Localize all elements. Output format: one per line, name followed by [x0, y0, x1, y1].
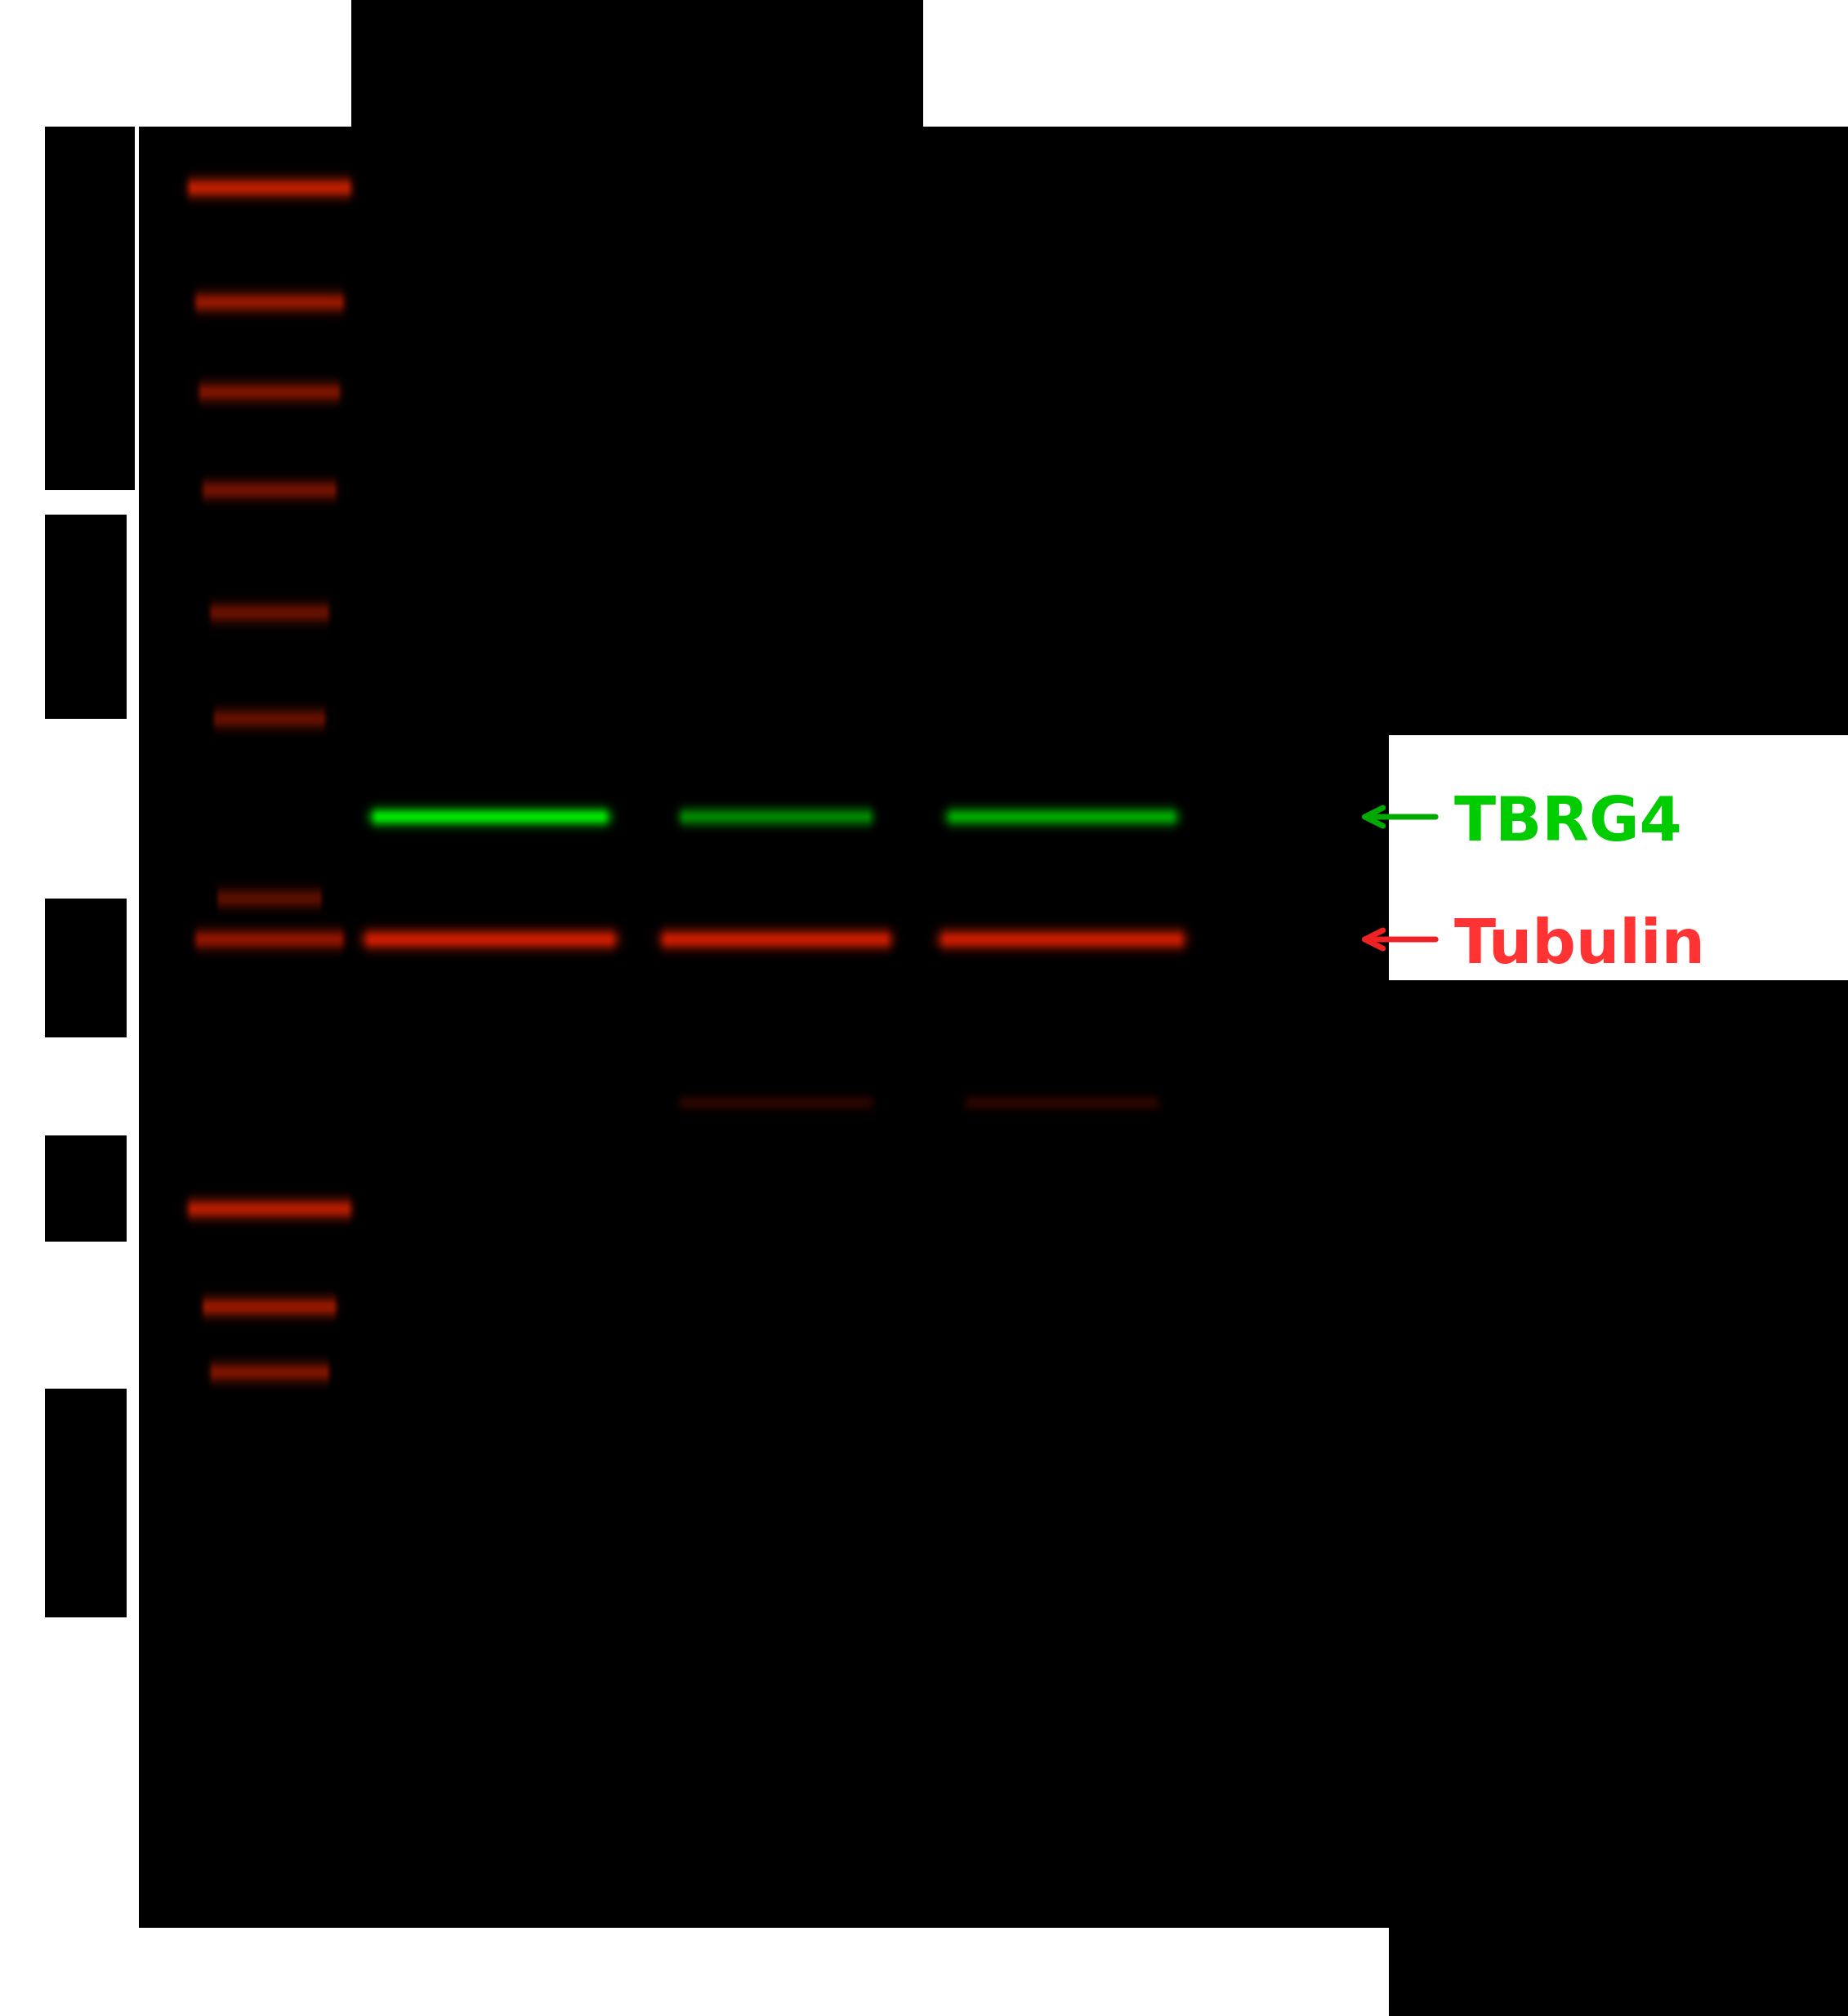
Bar	[139, 127, 1390, 1927]
Text: TBRG4: TBRG4	[1454, 794, 1684, 853]
Bar	[44, 127, 135, 490]
Bar	[1390, 980, 1848, 2016]
Bar	[351, 0, 924, 127]
Bar	[44, 1389, 128, 1617]
Bar	[1390, 127, 1848, 736]
Bar	[44, 899, 128, 1038]
Bar	[44, 1135, 128, 1242]
Bar	[44, 514, 128, 720]
Text: Tubulin: Tubulin	[1454, 915, 1706, 976]
